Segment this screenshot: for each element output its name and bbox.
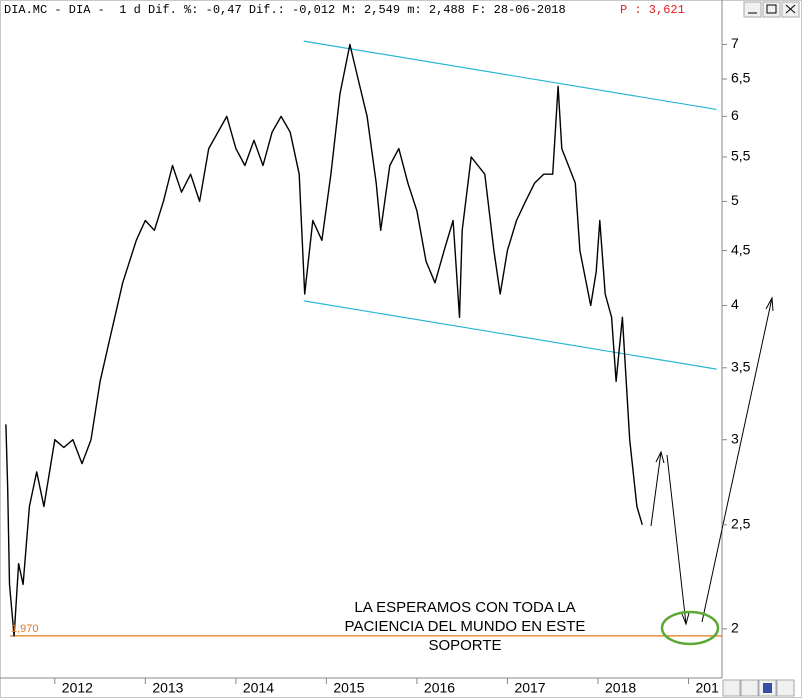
- print-button[interactable]: [722, 679, 741, 697]
- x-tick-label: 2015: [333, 680, 364, 696]
- x-tick-label: 2014: [243, 680, 274, 696]
- arrow-up: [650, 451, 662, 527]
- annotation: SOPORTE: [428, 637, 501, 654]
- x-tick-label: 2016: [424, 680, 455, 696]
- annotation: LA ESPERAMOS CON TODA LA: [354, 599, 575, 616]
- maximize-button[interactable]: [762, 1, 781, 18]
- annotation: PACIENCIA DEL MUNDO EN ESTE: [345, 618, 586, 635]
- channel-line: [303, 40, 717, 111]
- header-price: P : 3,621: [620, 3, 685, 17]
- arrow-down: [666, 454, 687, 625]
- y-tick-label: 3: [731, 430, 739, 446]
- x-tick-label: 2012: [62, 680, 93, 696]
- channel-line: [303, 300, 717, 370]
- x-tick-label: 2017: [514, 680, 545, 696]
- support-highlight: [660, 610, 720, 646]
- save-icon: [763, 683, 772, 693]
- arrowhead: [681, 612, 690, 626]
- header-text: DIA.MC - DIA - 1 d Dif. %: -0,47 Dif.: -…: [4, 3, 566, 17]
- y-tick-label: 5,5: [731, 148, 751, 164]
- y-tick-label: 4,5: [731, 241, 751, 257]
- arrowhead: [655, 450, 665, 464]
- y-tick-label: 7: [731, 35, 739, 51]
- x-tick-label: 2018: [605, 680, 636, 696]
- x-tick-label: 2013: [152, 680, 183, 696]
- maximize-icon: [766, 4, 777, 14]
- window-buttons: [743, 1, 800, 18]
- arrow-up-long: [701, 297, 773, 623]
- projection-arrows: [650, 296, 774, 626]
- lock-button[interactable]: [740, 679, 759, 697]
- y-tick-label: 6: [731, 107, 739, 123]
- y-tick-label: 2,5: [731, 515, 751, 531]
- support-label: 1,970: [11, 623, 39, 635]
- pin-button[interactable]: [776, 679, 795, 697]
- marks: [5, 40, 722, 637]
- y-tick-label: 5: [731, 192, 739, 208]
- y-tick-label: 3,5: [731, 359, 751, 375]
- arrowhead: [765, 296, 774, 312]
- x-tick-label: 201: [696, 680, 720, 696]
- minimize-button[interactable]: [743, 1, 762, 18]
- price-line: [5, 43, 643, 637]
- y-tick-label: 6,5: [731, 70, 751, 86]
- y-tick-label: 4: [731, 296, 739, 312]
- close-icon: [785, 4, 796, 14]
- bottom-buttons: [722, 679, 795, 697]
- y-tick-label: 2: [731, 620, 739, 636]
